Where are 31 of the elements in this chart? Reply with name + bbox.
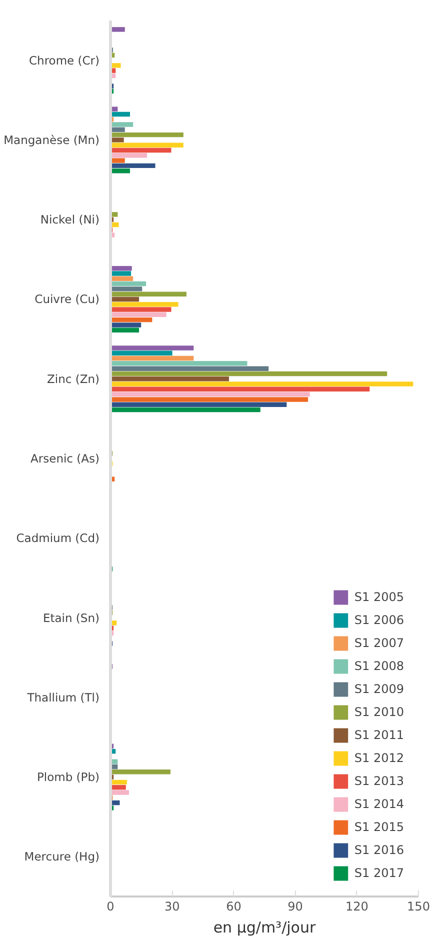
x-tick-label: 60 xyxy=(226,900,242,914)
legend-label: S1 2015 xyxy=(354,820,404,834)
y-tick-label: Etain (Sn) xyxy=(42,610,100,625)
legend-label: S1 2005 xyxy=(354,590,404,604)
legend-label: S1 2016 xyxy=(354,843,404,857)
legend-label: S1 2007 xyxy=(354,636,404,650)
y-tick-label: Mercure (Hg) xyxy=(24,850,100,864)
y-tick-label: Manganèse (Mn) xyxy=(4,132,100,147)
legend-label: S1 2012 xyxy=(354,751,404,765)
y-tick-label: Plomb (Pb) xyxy=(36,770,100,784)
y-tick-label: Cadmium (Cd) xyxy=(16,531,100,546)
legend-label: S1 2006 xyxy=(354,613,404,627)
y-tick-label: Chrome (Cr) xyxy=(29,53,100,68)
legend-label: S1 2013 xyxy=(354,774,404,788)
legend-label: S1 2010 xyxy=(354,705,404,719)
y-tick-label: Zinc (Zn) xyxy=(47,372,100,386)
legend-label: S1 2014 xyxy=(354,797,404,811)
x-tick-label: 150 xyxy=(407,900,430,914)
x-tick-label: 30 xyxy=(164,900,180,914)
y-tick-label: Cuivre (Cu) xyxy=(34,292,100,306)
legend-label: S1 2011 xyxy=(354,728,404,742)
x-axis-title: en µg/m³/jour xyxy=(213,918,316,936)
legend-label: S1 2008 xyxy=(354,659,404,673)
y-tick-label: Arsenic (As) xyxy=(30,452,100,466)
x-tick-label: 120 xyxy=(345,900,368,914)
y-tick-label: Thallium (Tl) xyxy=(26,690,100,704)
x-tick-label: 0 xyxy=(106,900,114,914)
legend-label: S1 2017 xyxy=(354,866,404,880)
y-tick-label: Nickel (Ni) xyxy=(40,212,100,227)
x-tick-label: 90 xyxy=(288,900,303,914)
legend-label: S1 2009 xyxy=(354,682,404,696)
